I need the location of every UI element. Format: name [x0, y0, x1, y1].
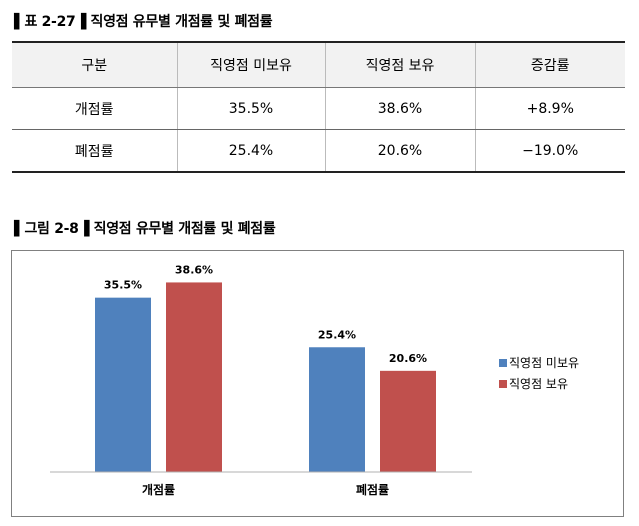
table-cell: −19.0% — [475, 129, 625, 173]
table-caption: ▌표 2-27▐ 직영점 유무별 개점률 및 폐점률 — [14, 14, 273, 30]
header-no-direct-store: 직영점 미보유 — [177, 41, 326, 88]
table-cell: 20.6% — [325, 129, 476, 173]
table-cell: +8.9% — [475, 87, 625, 130]
data-table-container: 구분 직영점 미보유 직영점 보유 증감률 개점률 35.5% 38.6% +8… — [12, 41, 625, 173]
bar-close-rate-series-2 — [380, 370, 436, 472]
table-cell: 25.4% — [177, 129, 326, 173]
table-row: 개점률 35.5% 38.6% +8.9% — [12, 87, 625, 130]
header-change-rate: 증감률 — [475, 41, 625, 88]
data-label: 38.6% — [175, 263, 213, 276]
category-label: 폐점률 — [356, 482, 389, 497]
row-label: 개점률 — [12, 87, 178, 130]
data-table: 구분 직영점 미보유 직영점 보유 증감률 개점률 35.5% 38.6% +8… — [12, 41, 625, 173]
bar-open-rate-series-2 — [166, 282, 222, 472]
category-labels: 개점률 폐점률 — [142, 482, 389, 497]
table-cell: 35.5% — [177, 87, 326, 130]
legend-swatch — [499, 380, 507, 388]
table-header-row: 구분 직영점 미보유 직영점 보유 증감률 — [12, 41, 625, 88]
header-category: 구분 — [12, 41, 178, 88]
bars-group: 35.5% 38.6% 25.4% 20.6% — [95, 263, 436, 472]
legend-label: 직영점 미보유 — [509, 356, 579, 370]
data-label: 20.6% — [389, 352, 427, 365]
table-row: 폐점률 25.4% 20.6% −19.0% — [12, 129, 625, 173]
table-cell: 38.6% — [325, 87, 476, 130]
data-label: 25.4% — [318, 328, 356, 341]
header-direct-store: 직영점 보유 — [325, 41, 476, 88]
bar-close-rate-series-1 — [309, 347, 365, 472]
bar-open-rate-series-1 — [95, 297, 151, 472]
figure-caption: ▌그림 2-8▐ 직영점 유무별 개점률 및 폐점률 — [14, 221, 276, 237]
data-label: 35.5% — [104, 279, 142, 292]
category-label: 개점률 — [142, 482, 175, 497]
legend-label: 직영점 보유 — [509, 377, 568, 391]
row-label: 폐점률 — [12, 129, 178, 173]
legend-swatch — [499, 359, 507, 367]
